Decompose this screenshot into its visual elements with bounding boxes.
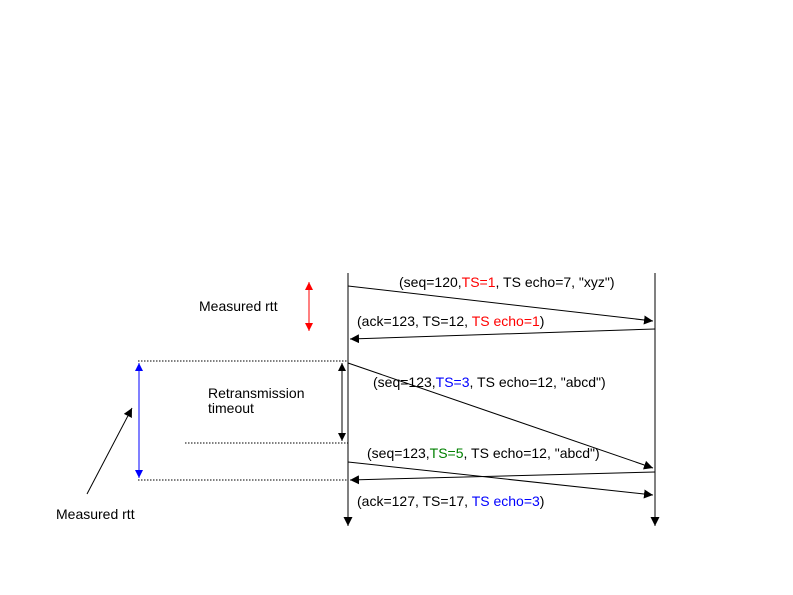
measured-rtt-top-label: Measured rtt (199, 298, 278, 314)
msg4-part-2: , TS echo=12, "abcd") (464, 445, 600, 461)
msg5-part-0: (ack=127, TS=17, (357, 493, 472, 509)
msg3-part-1: TS=3 (436, 374, 470, 390)
msg1-part-0: (seq=120, (399, 274, 462, 290)
msg4-part-0: (seq=123, (367, 445, 430, 461)
msg2-part-0: (ack=123, TS=12, (357, 313, 472, 329)
msg3-part-2: , TS echo=12, "abcd") (470, 374, 606, 390)
retransmission-label-line2: timeout (208, 400, 254, 416)
msg4-label: (seq=123,TS=5, TS echo=12, "abcd") (367, 445, 600, 461)
msg1-part-2: , TS echo=7, "xyz") (496, 274, 615, 290)
msg3-part-0: (seq=123, (373, 374, 436, 390)
msg1-label: (seq=120,TS=1, TS echo=7, "xyz") (399, 274, 615, 290)
msg3-label: (seq=123,TS=3, TS echo=12, "abcd") (373, 374, 606, 390)
msg4-arrow (349, 471, 656, 485)
retransmission-label-line1: Retransmission (208, 385, 304, 401)
msg5-part-1: TS echo=3 (472, 493, 540, 509)
msg5-label: (ack=127, TS=17, TS echo=3) (357, 493, 544, 509)
msg1-part-1: TS=1 (462, 274, 496, 290)
measured-rtt-bottom-label: Measured rtt (56, 506, 135, 522)
msg5-part-2: ) (540, 493, 545, 509)
msg4-part-1: TS=5 (430, 445, 464, 461)
msg2-arrow (349, 328, 656, 344)
msg2-part-2: ) (540, 313, 545, 329)
msg2-label: (ack=123, TS=12, TS echo=1) (357, 313, 544, 329)
msg5-arrow (347, 461, 654, 499)
msg1-arrow (347, 285, 654, 325)
msg3-arrow (347, 362, 654, 470)
measured-rtt-pointer-arrow (86, 407, 133, 495)
msg2-part-1: TS echo=1 (472, 313, 540, 329)
